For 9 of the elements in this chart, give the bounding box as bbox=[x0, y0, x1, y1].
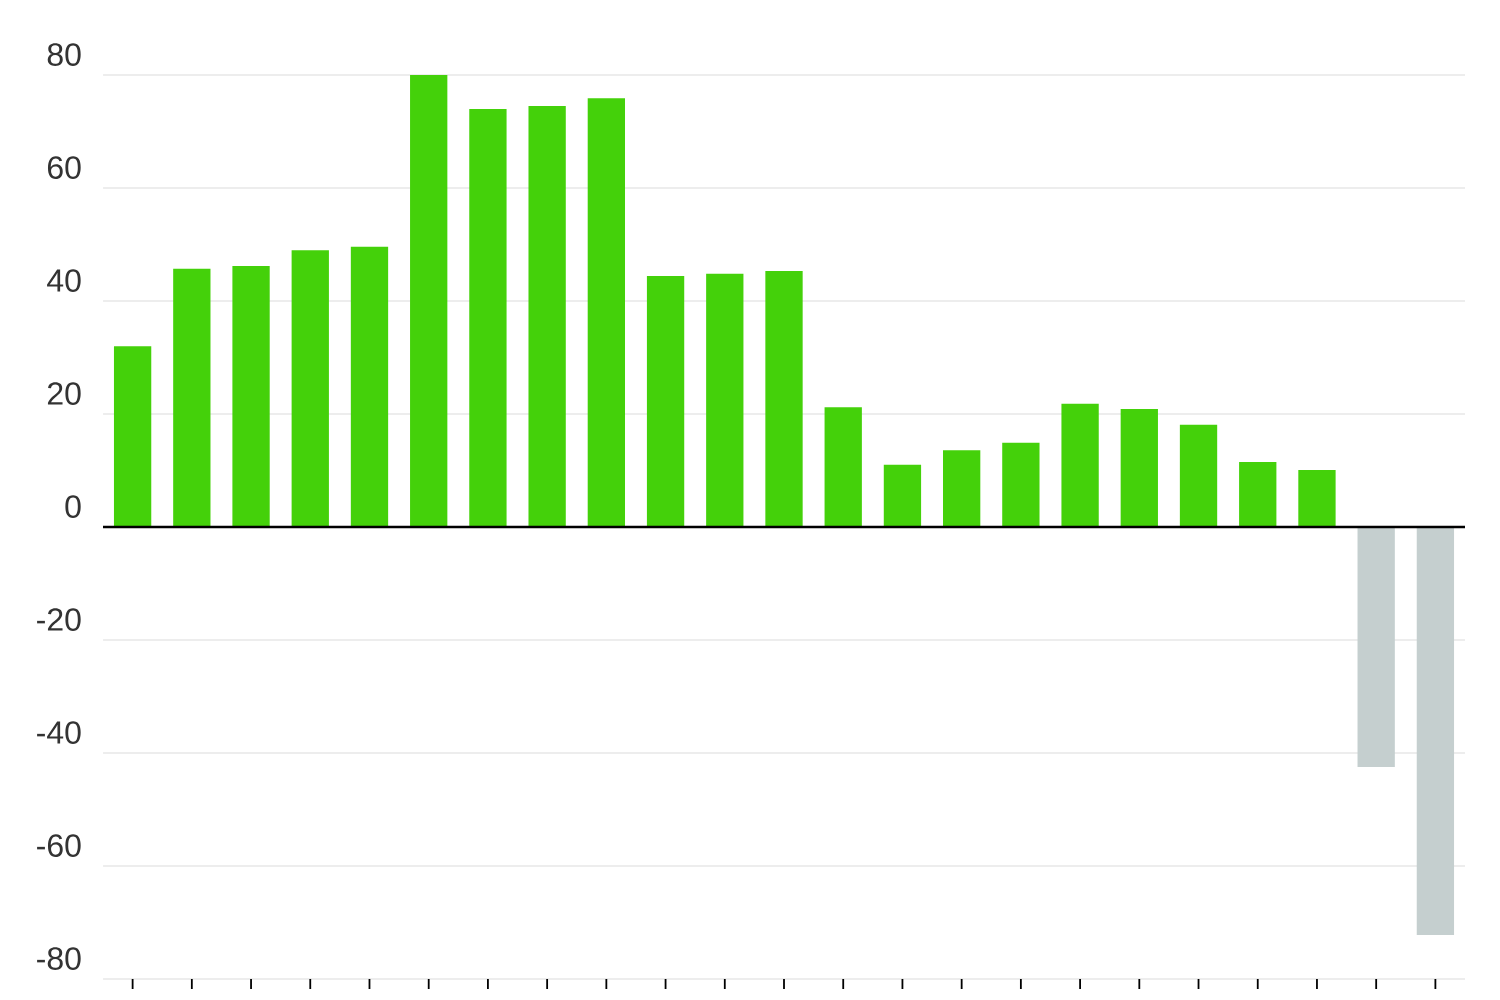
y-tick-label: -60 bbox=[37, 834, 81, 857]
y-tick-label: 60 bbox=[47, 156, 81, 179]
y-tick-label: -80 bbox=[37, 947, 81, 970]
y-tick-label: -20 bbox=[37, 608, 81, 631]
y-tick-label: 20 bbox=[47, 382, 81, 405]
y-tick-label: 80 bbox=[47, 43, 81, 66]
y-tick-label: 40 bbox=[47, 269, 81, 292]
y-tick-label: -40 bbox=[37, 721, 81, 744]
y-tick-label: 0 bbox=[65, 495, 81, 518]
